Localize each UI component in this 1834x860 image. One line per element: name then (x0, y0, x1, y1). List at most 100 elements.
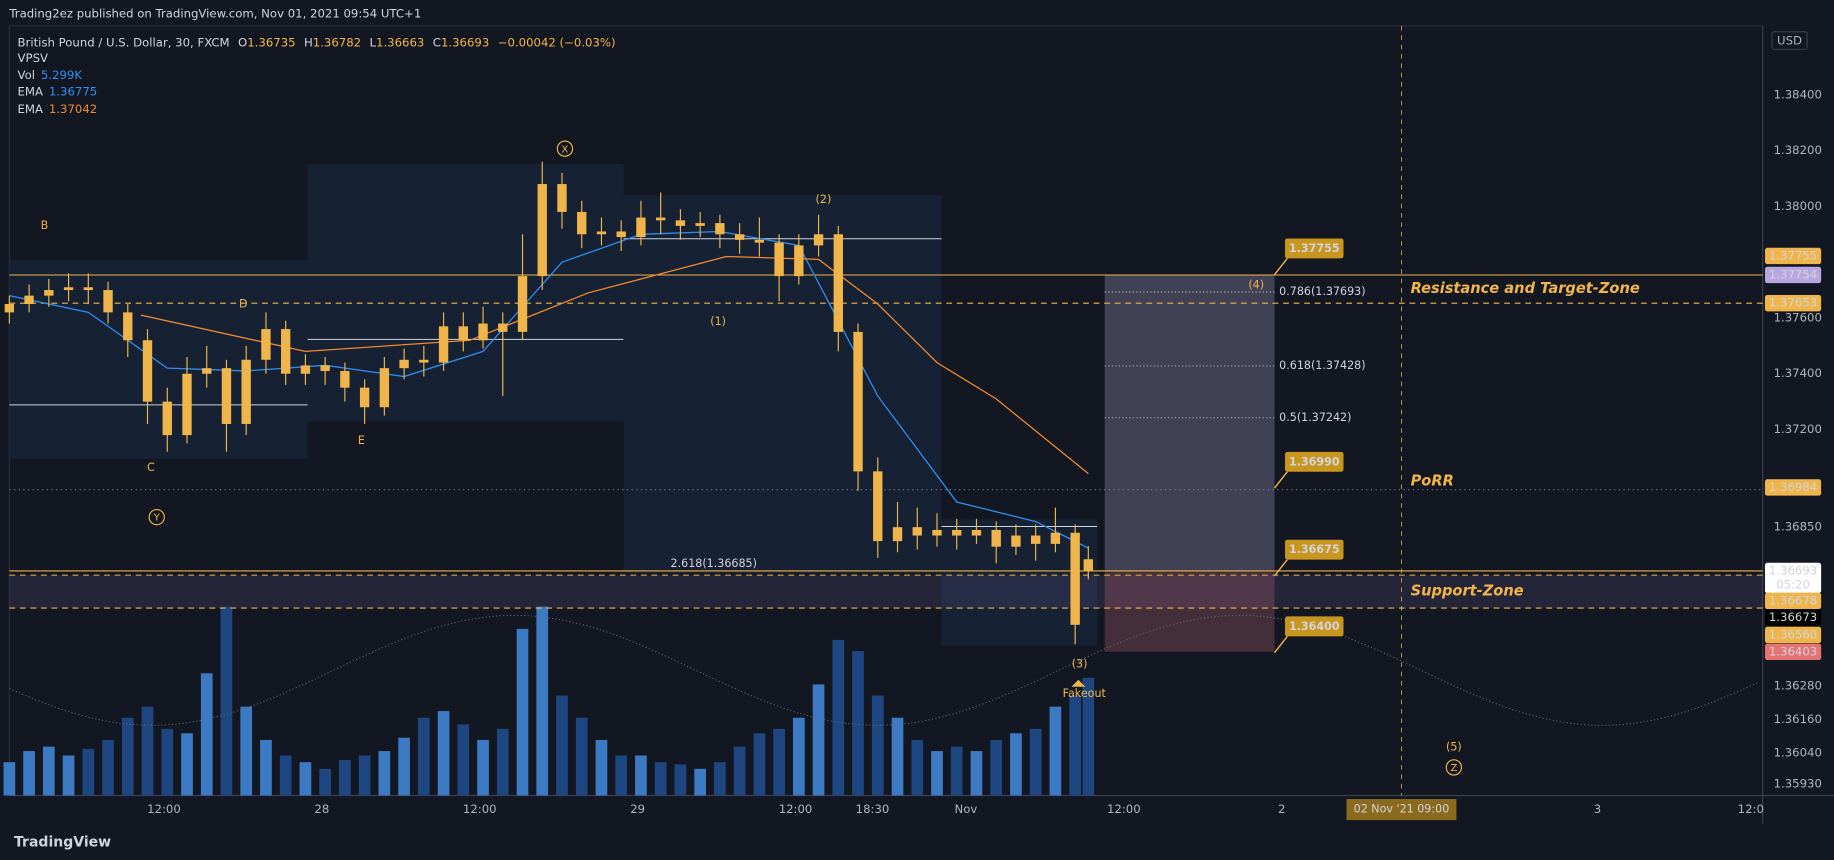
volume-bar (378, 751, 391, 796)
wave-label: C (147, 461, 155, 474)
currency[interactable]: USD (1777, 34, 1802, 48)
callout-box (1285, 451, 1344, 472)
callout-pointer (1273, 471, 1288, 489)
volume-bar (931, 751, 943, 796)
volume-bar (911, 739, 924, 796)
candle-body (853, 331, 863, 472)
price-label: 1.36693 (1769, 563, 1817, 577)
candle-body (498, 323, 508, 332)
candle-body (971, 529, 982, 536)
candle-body (419, 359, 429, 363)
volume-bar (812, 684, 825, 796)
candle-body (24, 295, 34, 305)
volume-bar (200, 673, 213, 796)
candle-body (221, 368, 232, 424)
candle-body (715, 223, 725, 235)
candle-body (44, 290, 54, 296)
crosshair-label: 02 Nov '21 09:00 (1354, 803, 1450, 816)
volume-bar (299, 762, 312, 796)
y-tick-label: 1.36160 (1774, 712, 1822, 726)
y-tick-label: 1.38000 (1774, 199, 1822, 213)
volume-bar (1010, 733, 1022, 796)
callout-pointer (1273, 559, 1288, 577)
candle-body (162, 401, 172, 436)
candle-body (202, 368, 212, 374)
callout-label: 1.36675 (1289, 543, 1340, 556)
volume-bar (181, 733, 193, 796)
x-tick-label: 3 (1594, 802, 1601, 816)
candle-body (280, 329, 291, 374)
volume-bar (102, 739, 114, 796)
session-box (9, 259, 308, 459)
footer-logo[interactable]: TradingView (14, 834, 111, 850)
candle-body (63, 287, 74, 291)
volume-bar (674, 764, 687, 796)
candle-body (892, 527, 903, 542)
price-label: 1.36560 (1769, 627, 1817, 641)
candle-body (596, 231, 607, 235)
currency-button[interactable] (1771, 31, 1808, 50)
y-tick-label: 1.38400 (1774, 87, 1822, 101)
session-box (307, 163, 624, 422)
wave-label: (2) (816, 193, 832, 206)
ema-line (140, 255, 1089, 475)
zone-label: Support-Zone (1411, 583, 1524, 600)
wave-circle (556, 140, 574, 157)
ohlc-value: 1.36663 (376, 35, 424, 49)
ohlc-value: 1.36735 (247, 35, 295, 49)
price-label-box (1764, 592, 1822, 610)
volume-bar (161, 728, 174, 796)
volume-bar (457, 724, 470, 796)
volume-bar (556, 695, 568, 796)
candle-body (754, 239, 765, 243)
crosshair-label-box (1346, 799, 1457, 821)
volume-bar (990, 739, 1003, 796)
candle-body (1011, 535, 1021, 547)
volume-bar (1069, 695, 1081, 796)
volume-bar (121, 717, 134, 796)
candle-body (557, 184, 567, 212)
wave-label: (4) (1248, 279, 1264, 292)
candle-body (932, 529, 942, 536)
price-label-box (1764, 294, 1822, 312)
wave-label: Fakeout (1063, 687, 1107, 700)
ohlc-value: 1.36782 (313, 35, 361, 49)
candle-body (1083, 559, 1093, 571)
candle-body (340, 370, 350, 388)
price-label-box (1764, 562, 1822, 594)
volume-bar (260, 739, 272, 796)
candle-body (952, 529, 962, 536)
candle-body (577, 211, 587, 235)
wave-label: (3) (1072, 658, 1088, 671)
candle-body (399, 359, 409, 369)
price-label: 1.36673 (1769, 610, 1817, 624)
candle-body (655, 217, 666, 221)
volume-bar (82, 748, 95, 796)
price-label: 1.36403 (1769, 644, 1817, 658)
footer-bar (0, 823, 1834, 860)
callout-pointer (1273, 257, 1288, 276)
indicator-name: VPSV (18, 51, 48, 65)
candle-body (103, 290, 113, 313)
legend-name: EMA (18, 101, 43, 115)
volume-bar (832, 639, 845, 796)
candle-body (458, 326, 468, 341)
candle-body (83, 287, 93, 291)
candle-body (142, 340, 153, 402)
price-label: 1.37755 (1769, 248, 1817, 262)
y-tick-label: 1.38200 (1774, 143, 1822, 157)
volume-bar (595, 739, 608, 796)
y-tick-label: 1.37400 (1774, 366, 1822, 380)
fib-label: 2.618(1.36685) (671, 557, 757, 570)
volume-bar (970, 751, 983, 796)
callout-label: 1.37755 (1289, 242, 1340, 255)
volume-bar (339, 759, 351, 796)
callout-label: 1.36400 (1289, 620, 1340, 633)
volume-bar (575, 717, 588, 796)
x-tick-label: 12:00 (779, 802, 813, 816)
price-label: 1.37653 (1769, 296, 1817, 310)
volume-bar (753, 733, 766, 796)
volume-bar (437, 711, 450, 796)
